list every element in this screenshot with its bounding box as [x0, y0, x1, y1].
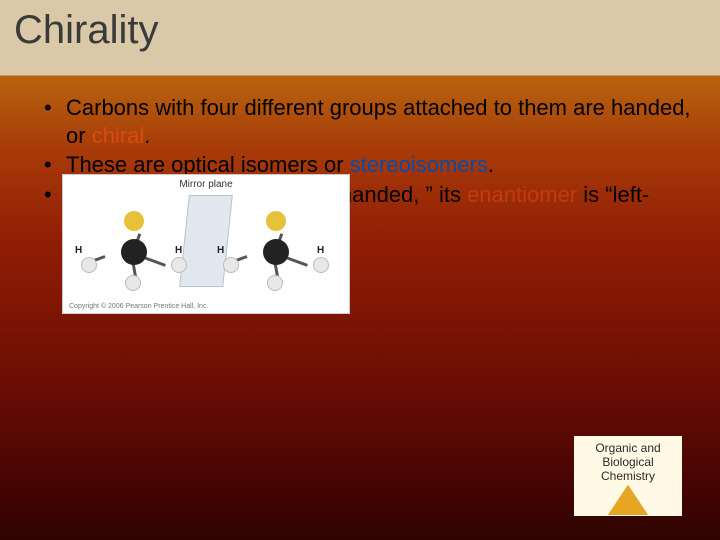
- molecule-right: H H: [217, 205, 337, 295]
- footer-line: Organic and: [595, 442, 660, 456]
- bullet-post: .: [488, 152, 494, 177]
- atom-top-icon: [266, 211, 286, 231]
- term-enantiomer: enantiomer: [467, 182, 577, 207]
- footer-line: Biological: [602, 456, 653, 470]
- triangle-icon: [608, 485, 648, 515]
- atom-h-icon: [81, 257, 97, 273]
- bullet-pre: Carbons with four different groups attac…: [66, 95, 691, 148]
- footer-line: Chemistry: [601, 470, 655, 484]
- diagram-copyright: Copyright © 2006 Pearson Prentice Hall, …: [69, 303, 208, 310]
- atom-h-icon: [313, 257, 329, 273]
- bullet-post: .: [144, 123, 150, 148]
- mirror-plane-label: Mirror plane: [179, 179, 232, 190]
- bullet-item: • Carbons with four different groups att…: [40, 94, 700, 149]
- h-label: H: [175, 245, 182, 256]
- atom-h-icon: [267, 275, 283, 291]
- atom-h-icon: [171, 257, 187, 273]
- molecule-left: H H: [75, 205, 195, 295]
- footer-badge: Organic and Biological Chemistry: [574, 436, 682, 516]
- term-stereoisomers: stereoisomers: [350, 152, 488, 177]
- h-label: H: [317, 245, 324, 256]
- h-label: H: [75, 245, 82, 256]
- atom-h-icon: [223, 257, 239, 273]
- atom-h-icon: [125, 275, 141, 291]
- atom-center-icon: [263, 239, 289, 265]
- atom-center-icon: [121, 239, 147, 265]
- bullet-text: Carbons with four different groups attac…: [66, 94, 700, 149]
- h-label: H: [217, 245, 224, 256]
- term-chiral: chiral: [92, 123, 145, 148]
- molecule-diagram: Mirror plane H H H H: [62, 174, 350, 314]
- bullet-marker: •: [40, 94, 66, 149]
- slide: Chirality • Carbons with four different …: [0, 0, 720, 540]
- atom-top-icon: [124, 211, 144, 231]
- slide-title: Chirality: [14, 8, 158, 53]
